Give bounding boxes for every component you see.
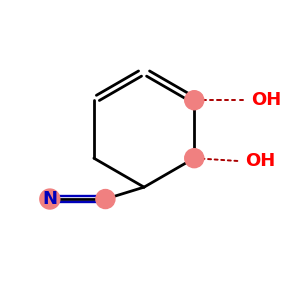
Circle shape <box>96 190 115 208</box>
Text: OH: OH <box>251 91 281 109</box>
Text: N: N <box>42 190 57 208</box>
Text: OH: OH <box>245 152 275 170</box>
Circle shape <box>40 189 60 209</box>
Circle shape <box>185 91 204 110</box>
Circle shape <box>185 149 204 168</box>
